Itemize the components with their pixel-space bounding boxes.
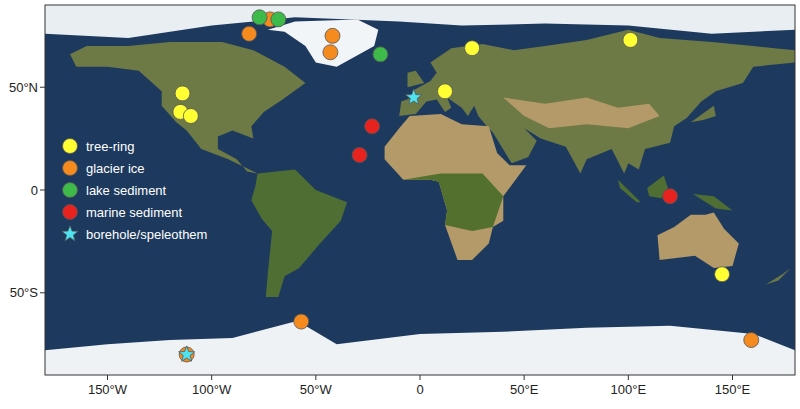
site-point xyxy=(352,148,367,163)
site-point xyxy=(179,346,195,361)
site-point xyxy=(715,267,730,282)
basemap xyxy=(45,5,795,375)
japan xyxy=(691,106,716,123)
site-point xyxy=(242,26,257,41)
central-asia xyxy=(503,98,659,129)
site-point xyxy=(252,10,267,25)
new-guinea xyxy=(693,194,733,211)
legend-symbol xyxy=(63,161,78,176)
antarctica xyxy=(45,322,795,375)
site-point xyxy=(323,45,338,60)
x-tick xyxy=(420,375,421,380)
site-point xyxy=(183,109,198,124)
legend-label: marine sediment xyxy=(86,205,182,220)
plot-frame xyxy=(45,5,795,375)
x-tick xyxy=(211,375,212,380)
site-point xyxy=(663,189,678,204)
legend-label: glacier ice xyxy=(86,161,145,176)
legend-symbol xyxy=(62,226,78,241)
legend-symbol xyxy=(63,139,78,154)
site-point xyxy=(365,119,380,134)
legend-symbol xyxy=(63,183,78,198)
site-point xyxy=(406,89,422,104)
y-tick xyxy=(40,190,45,191)
new-zealand xyxy=(766,268,791,285)
y-tick-label: 50°S xyxy=(10,285,39,300)
legend-label: tree-ring xyxy=(86,139,134,154)
africa xyxy=(385,114,527,260)
y-tick-label: 50°N xyxy=(9,80,38,95)
site-point xyxy=(325,28,340,43)
x-tick xyxy=(732,375,733,380)
x-tick-label: 50°E xyxy=(510,382,539,397)
legend-label: lake sediment xyxy=(86,183,167,198)
site-point xyxy=(294,314,309,329)
x-tick-label: 0 xyxy=(416,382,423,397)
central-africa xyxy=(403,174,503,232)
north-america xyxy=(70,42,305,174)
x-tick xyxy=(628,375,629,380)
site-point xyxy=(175,86,190,101)
legend-label: borehole/speleothem xyxy=(86,227,207,242)
legend: tree-ring glacier ice lake sediment marine … xyxy=(62,139,208,242)
site-point xyxy=(438,84,453,99)
site-point xyxy=(271,12,286,27)
britain xyxy=(408,71,425,87)
sumatra xyxy=(618,180,641,203)
arctic-ice xyxy=(45,5,795,38)
points xyxy=(173,10,759,362)
map-figure: 150°W 100°W 50°W 0 50°E 100°E 150°E 50°S 0 50°N tr… xyxy=(0,0,800,409)
x-tick-label: 100°E xyxy=(611,382,647,397)
greenland xyxy=(268,19,378,66)
legend-symbol xyxy=(63,205,78,220)
x-tick-label: 100°W xyxy=(192,382,232,397)
site-point xyxy=(465,41,480,56)
south-america xyxy=(251,169,347,297)
x-tick-label: 150°E xyxy=(715,382,751,397)
site-point xyxy=(373,47,388,62)
australia xyxy=(658,213,739,269)
site-point xyxy=(744,333,759,348)
x-tick xyxy=(315,375,316,380)
ocean xyxy=(45,5,795,375)
x-tick xyxy=(524,375,525,380)
x-tick xyxy=(107,375,108,380)
y-tick xyxy=(40,87,45,88)
y-tick xyxy=(40,292,45,293)
x-tick-label: 150°W xyxy=(88,382,128,397)
y-tick-label: 0 xyxy=(31,183,38,198)
x-tick-label: 50°W xyxy=(300,382,333,397)
site-point xyxy=(623,32,638,47)
